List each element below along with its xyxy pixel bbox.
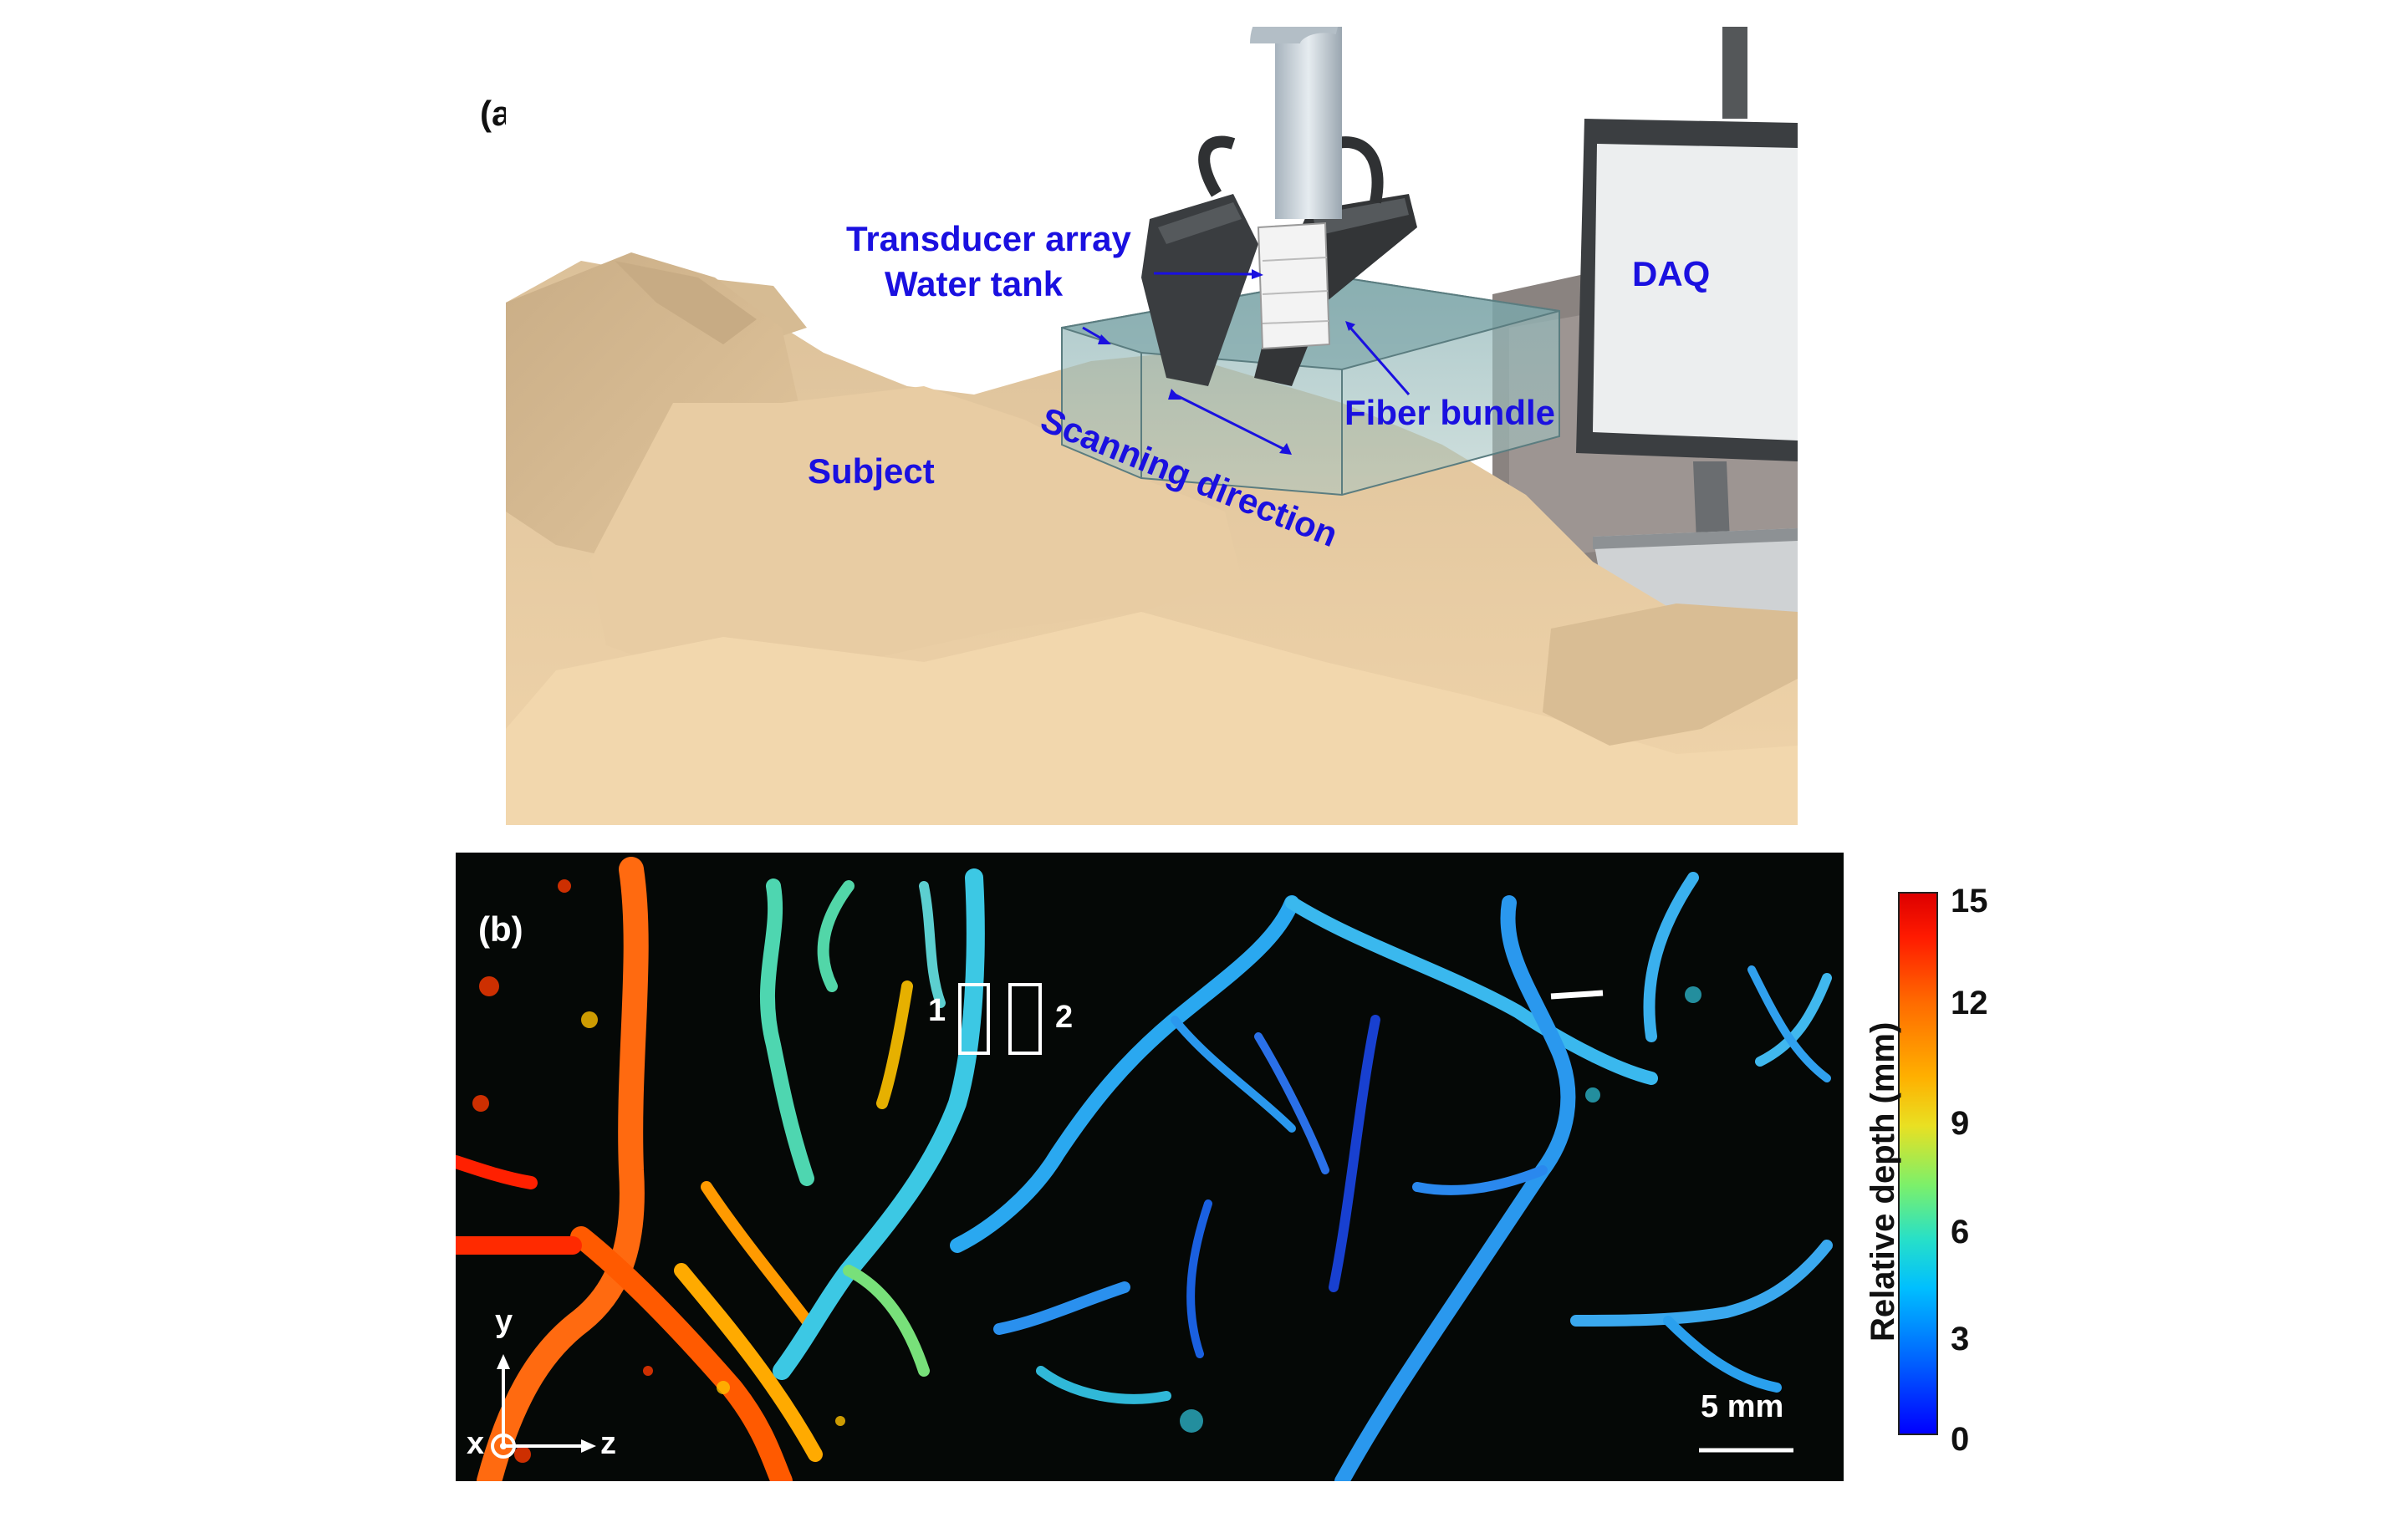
roi-2-label: 2 <box>1055 1000 1074 1035</box>
water-tank-label: Water tank <box>885 264 1064 303</box>
axis-x-label: x <box>467 1426 485 1461</box>
roi-box-2-overlay <box>1008 983 1042 1055</box>
subject-label: Subject <box>808 451 935 491</box>
colorbar-tick-3: 3 <box>1951 1321 1970 1357</box>
transducer-array-label: Transducer array <box>846 219 1131 258</box>
colorbar-tick-6: 6 <box>1951 1214 1970 1250</box>
axis-y-label: y <box>495 1304 513 1339</box>
x-axis-out-of-plane-icon <box>491 1434 516 1459</box>
panel-b-label: (b) <box>478 909 523 949</box>
panel-a-illustration <box>506 27 1798 825</box>
daq-label: DAQ <box>1632 254 1711 293</box>
colorbar-tick-0: 0 <box>1951 1421 1970 1458</box>
colorbar-tick-9: 9 <box>1951 1105 1970 1142</box>
colorbar-label: Relative depth (mm) <box>1865 1021 1901 1342</box>
fiber-bundle-label: Fiber bundle <box>1344 393 1555 432</box>
depth-coded-vessel-map <box>456 853 1844 1481</box>
panel-b-vasculature-image <box>456 853 1844 1481</box>
roi-1-label: 1 <box>928 993 946 1028</box>
axis-z-label: z <box>600 1426 616 1461</box>
roi-box-1-overlay <box>958 983 990 1055</box>
colorbar-tick-12: 12 <box>1951 985 1988 1021</box>
depth-colorbar <box>1898 892 1938 1435</box>
imaging-setup-illustration <box>506 27 1798 825</box>
colorbar-tick-15: 15 <box>1951 883 1988 919</box>
scale-bar-label: 5 mm <box>1701 1389 1784 1424</box>
